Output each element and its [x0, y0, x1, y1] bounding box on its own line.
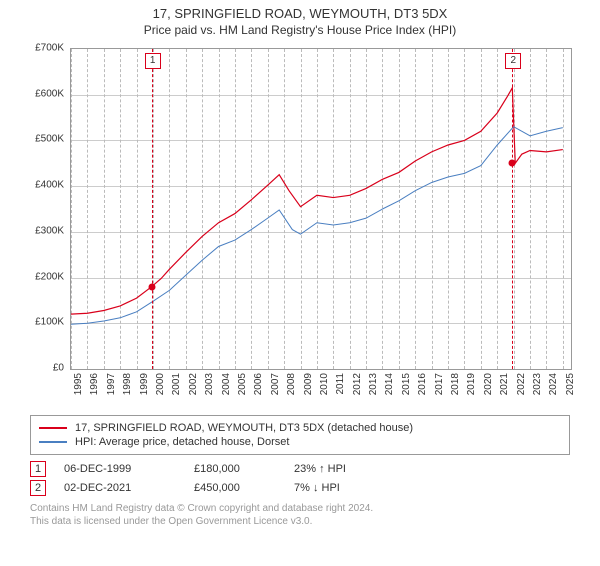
event-marker-box: 2 [505, 53, 521, 69]
transaction-number-box: 2 [30, 480, 46, 496]
transaction-price: £180,000 [194, 463, 294, 475]
plot-area: 12 [70, 48, 572, 370]
x-tick-label: 2007 [270, 373, 281, 395]
transaction-date: 02-DEC-2021 [64, 482, 194, 494]
x-tick-label: 2019 [466, 373, 477, 395]
x-tick-label: 2012 [352, 373, 363, 395]
x-tick-label: 2000 [155, 373, 166, 395]
event-marker-box: 1 [145, 53, 161, 69]
footer-line-1: Contains HM Land Registry data © Crown c… [30, 502, 570, 515]
y-tick-label: £300K [35, 225, 64, 236]
y-tick-label: £700K [35, 43, 64, 54]
series-price_paid [71, 88, 563, 314]
series-hpi [71, 127, 563, 324]
price-marker-dot [148, 283, 155, 290]
x-tick-label: 2001 [171, 373, 182, 395]
transaction-row: 2 02-DEC-2021£450,0007% ↓ HPI [30, 480, 570, 496]
y-tick-label: £100K [35, 317, 64, 328]
x-tick-label: 1998 [122, 373, 133, 395]
legend-row: 17, SPRINGFIELD ROAD, WEYMOUTH, DT3 5DX … [39, 422, 561, 434]
x-tick-label: 1996 [89, 373, 100, 395]
x-tick-label: 2021 [499, 373, 510, 395]
x-tick-label: 2025 [565, 373, 576, 395]
x-tick-label: 2003 [204, 373, 215, 395]
x-tick-label: 2018 [450, 373, 461, 395]
x-tick-label: 2023 [532, 373, 543, 395]
y-tick-label: £0 [53, 363, 64, 374]
x-tick-label: 2014 [384, 373, 395, 395]
transaction-hpi-delta: 7% ↓ HPI [294, 482, 414, 494]
transaction-price: £450,000 [194, 482, 294, 494]
legend-label: 17, SPRINGFIELD ROAD, WEYMOUTH, DT3 5DX … [75, 422, 413, 434]
x-tick-label: 2004 [221, 373, 232, 395]
chart-container: £0£100K£200K£300K£400K£500K£600K£700K 12… [20, 43, 580, 413]
x-tick-label: 1997 [106, 373, 117, 395]
x-tick-label: 2011 [335, 373, 346, 395]
footer-attribution: Contains HM Land Registry data © Crown c… [30, 502, 570, 528]
event-line [512, 49, 513, 369]
legend: 17, SPRINGFIELD ROAD, WEYMOUTH, DT3 5DX … [30, 415, 570, 455]
footer-line-2: This data is licensed under the Open Gov… [30, 515, 570, 528]
legend-swatch [39, 441, 67, 443]
x-tick-label: 2013 [368, 373, 379, 395]
y-tick-label: £200K [35, 271, 64, 282]
y-tick-label: £600K [35, 88, 64, 99]
event-line [152, 49, 153, 369]
chart-subtitle: Price paid vs. HM Land Registry's House … [0, 23, 600, 37]
legend-label: HPI: Average price, detached house, Dors… [75, 436, 289, 448]
transactions-table: 1 06-DEC-1999£180,00023% ↑ HPI 2 02-DEC-202… [30, 461, 570, 496]
transaction-hpi-delta: 23% ↑ HPI [294, 463, 414, 475]
x-tick-label: 2016 [417, 373, 428, 395]
x-tick-label: 2015 [401, 373, 412, 395]
legend-swatch [39, 427, 67, 429]
x-tick-label: 2008 [286, 373, 297, 395]
y-tick-label: £400K [35, 180, 64, 191]
x-axis: 1995 1996 1997 1998 1999 2000 2001 2002 2003 2004… [70, 370, 570, 410]
x-tick-label: 2022 [516, 373, 527, 395]
transaction-number-box: 1 [30, 461, 46, 477]
price-marker-dot [509, 160, 516, 167]
x-tick-label: 2010 [319, 373, 330, 395]
transaction-date: 06-DEC-1999 [64, 463, 194, 475]
legend-row: HPI: Average price, detached house, Dors… [39, 436, 561, 448]
y-tick-label: £500K [35, 134, 64, 145]
x-tick-label: 2005 [237, 373, 248, 395]
x-tick-label: 2020 [483, 373, 494, 395]
y-axis: £0£100K£200K£300K£400K£500K£600K£700K [20, 48, 68, 368]
x-tick-label: 2024 [548, 373, 559, 395]
x-tick-label: 1995 [73, 373, 84, 395]
x-tick-label: 2006 [253, 373, 264, 395]
line-series-svg [71, 49, 571, 369]
transaction-row: 1 06-DEC-1999£180,00023% ↑ HPI [30, 461, 570, 477]
x-tick-label: 2009 [303, 373, 314, 395]
x-tick-label: 2017 [434, 373, 445, 395]
x-tick-label: 1999 [139, 373, 150, 395]
chart-title: 17, SPRINGFIELD ROAD, WEYMOUTH, DT3 5DX [0, 6, 600, 21]
x-tick-label: 2002 [188, 373, 199, 395]
